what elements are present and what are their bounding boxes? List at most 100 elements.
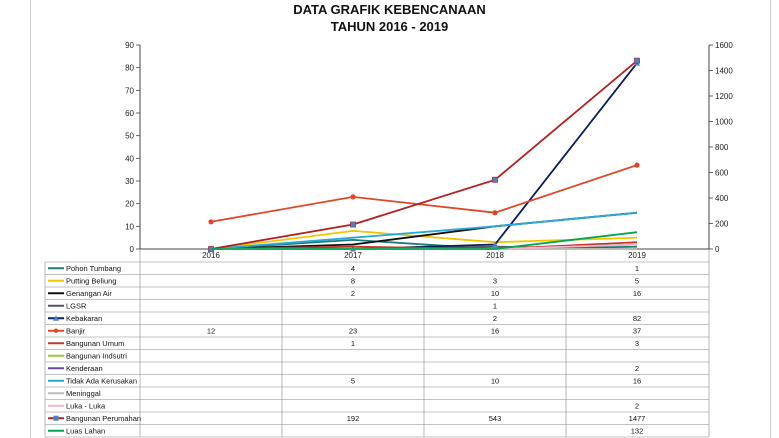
table-row: Bangunan Indsutri xyxy=(48,351,127,360)
data-label: 1 xyxy=(351,339,355,348)
data-point xyxy=(208,219,214,225)
series-4 xyxy=(208,60,640,252)
data-label: 37 xyxy=(633,326,641,335)
table-row: Meninggal xyxy=(48,389,101,398)
data-point xyxy=(492,210,498,216)
data-label: 16 xyxy=(491,326,499,335)
series-line xyxy=(210,164,638,223)
table-row: Putting Beliung 8 3 5 xyxy=(48,276,639,285)
data-label: 5 xyxy=(351,376,355,385)
series-line xyxy=(210,60,638,250)
table-row: Genangan Air 2 10 16 xyxy=(48,289,641,298)
table-row: Luka - Luka 2 xyxy=(48,401,639,410)
y-right-tick-label: 200 xyxy=(715,220,729,229)
series-9 xyxy=(210,211,638,250)
y-right-tick-label: 1200 xyxy=(715,92,733,101)
legend-entry: Bangunan Perumahan xyxy=(66,414,141,423)
y-left-tick-label: 60 xyxy=(125,109,134,118)
chart-subtitle: TAHUN 2016 - 2019 xyxy=(330,19,449,34)
data-label: 2 xyxy=(493,314,497,323)
y-left-tick-label: 70 xyxy=(125,86,134,95)
y-right-tick-label: 0 xyxy=(715,245,720,254)
data-label: 2 xyxy=(635,364,639,373)
series-line xyxy=(211,62,638,250)
data-label: 543 xyxy=(489,414,502,423)
legend-marker xyxy=(53,315,59,321)
data-label: 3 xyxy=(493,276,497,285)
data-point xyxy=(350,221,356,228)
series-line xyxy=(210,211,638,250)
data-point xyxy=(634,57,640,64)
legend-entry: Kebakaran xyxy=(66,314,102,323)
y-left-tick-label: 50 xyxy=(125,132,134,141)
legend-marker xyxy=(53,415,59,421)
x-tick-label: 2016 xyxy=(202,251,220,260)
data-label: 1 xyxy=(493,301,497,310)
data-label: 5 xyxy=(635,276,639,285)
data-label: 12 xyxy=(207,326,215,335)
series-12 xyxy=(208,57,640,252)
data-label: 4 xyxy=(351,264,355,273)
y-left-tick-label: 90 xyxy=(125,41,134,50)
legend-entry: Meninggal xyxy=(66,389,101,398)
table-row: Bangunan Perumahan 192 543 1477 xyxy=(48,414,645,423)
series-6 xyxy=(210,241,638,250)
y-left-tick-label: 40 xyxy=(125,154,134,163)
y-left-tick-label: 30 xyxy=(125,177,134,186)
series-5 xyxy=(208,162,640,225)
data-point xyxy=(492,241,498,247)
legend-entry: Kenderaan xyxy=(66,364,103,373)
data-label: 10 xyxy=(491,289,499,298)
table-row: Pohon Tumbang 4 1 xyxy=(48,264,639,273)
y-right-tick-label: 800 xyxy=(715,143,729,152)
data-label: 132 xyxy=(631,426,644,435)
legend-entry: Putting Beliung xyxy=(66,276,116,285)
data-label: 8 xyxy=(351,276,355,285)
data-label: 82 xyxy=(633,314,641,323)
data-label: 1477 xyxy=(629,414,646,423)
table-row: Kenderaan 2 xyxy=(48,364,639,373)
y-right-tick-label: 1400 xyxy=(715,67,733,76)
legend-entry: Genangan Air xyxy=(66,289,112,298)
table-row: LGSR 1 xyxy=(48,301,497,310)
y-left-tick-label: 80 xyxy=(125,64,134,73)
data-point xyxy=(492,176,498,183)
table-row: Kebakaran 2 82 xyxy=(48,314,641,323)
x-tick-label: 2017 xyxy=(344,251,362,260)
data-label: 16 xyxy=(633,376,641,385)
y-left-tick-label: 10 xyxy=(125,222,134,231)
series-line xyxy=(210,241,638,250)
y-right-tick-label: 1000 xyxy=(715,118,733,127)
x-tick-label: 2019 xyxy=(628,251,646,260)
data-label: 16 xyxy=(633,289,641,298)
series-13 xyxy=(211,231,638,250)
chart-title: DATA GRAFIK KEBENCANAAN xyxy=(293,2,486,17)
legend-entry: Pohon Tumbang xyxy=(66,264,121,273)
legend-entry: Luka - Luka xyxy=(66,401,106,410)
legend-marker xyxy=(53,328,59,333)
legend-entry: Bangunan Indsutri xyxy=(66,351,127,360)
series-line xyxy=(211,231,638,250)
x-tick-label: 2018 xyxy=(486,251,504,260)
data-point xyxy=(634,162,640,168)
table-row: Luas Lahan 132 xyxy=(48,426,643,435)
data-label: 23 xyxy=(349,326,357,335)
y-left-tick-label: 0 xyxy=(130,245,135,254)
table-row: Tidak Ada Kerusakan 5 10 16 xyxy=(48,376,641,385)
legend-entry: Banjir xyxy=(66,326,86,335)
y-left-tick-label: 20 xyxy=(125,200,134,209)
data-label: 2 xyxy=(635,401,639,410)
data-label: 192 xyxy=(347,414,360,423)
table-row: Banjir 12 23 16 37 xyxy=(48,326,641,335)
y-right-tick-label: 400 xyxy=(715,194,729,203)
data-label: 1 xyxy=(635,264,639,273)
chart-frame xyxy=(30,0,771,438)
data-label: 10 xyxy=(491,376,499,385)
y-right-tick-label: 1600 xyxy=(715,41,733,50)
legend-entry: Tidak Ada Kerusakan xyxy=(66,376,137,385)
legend-entry: Bangunan Umum xyxy=(66,339,124,348)
legend-entry: LGSR xyxy=(66,301,87,310)
table-row: Bangunan Umum 1 3 xyxy=(48,339,639,348)
data-point xyxy=(350,194,356,200)
